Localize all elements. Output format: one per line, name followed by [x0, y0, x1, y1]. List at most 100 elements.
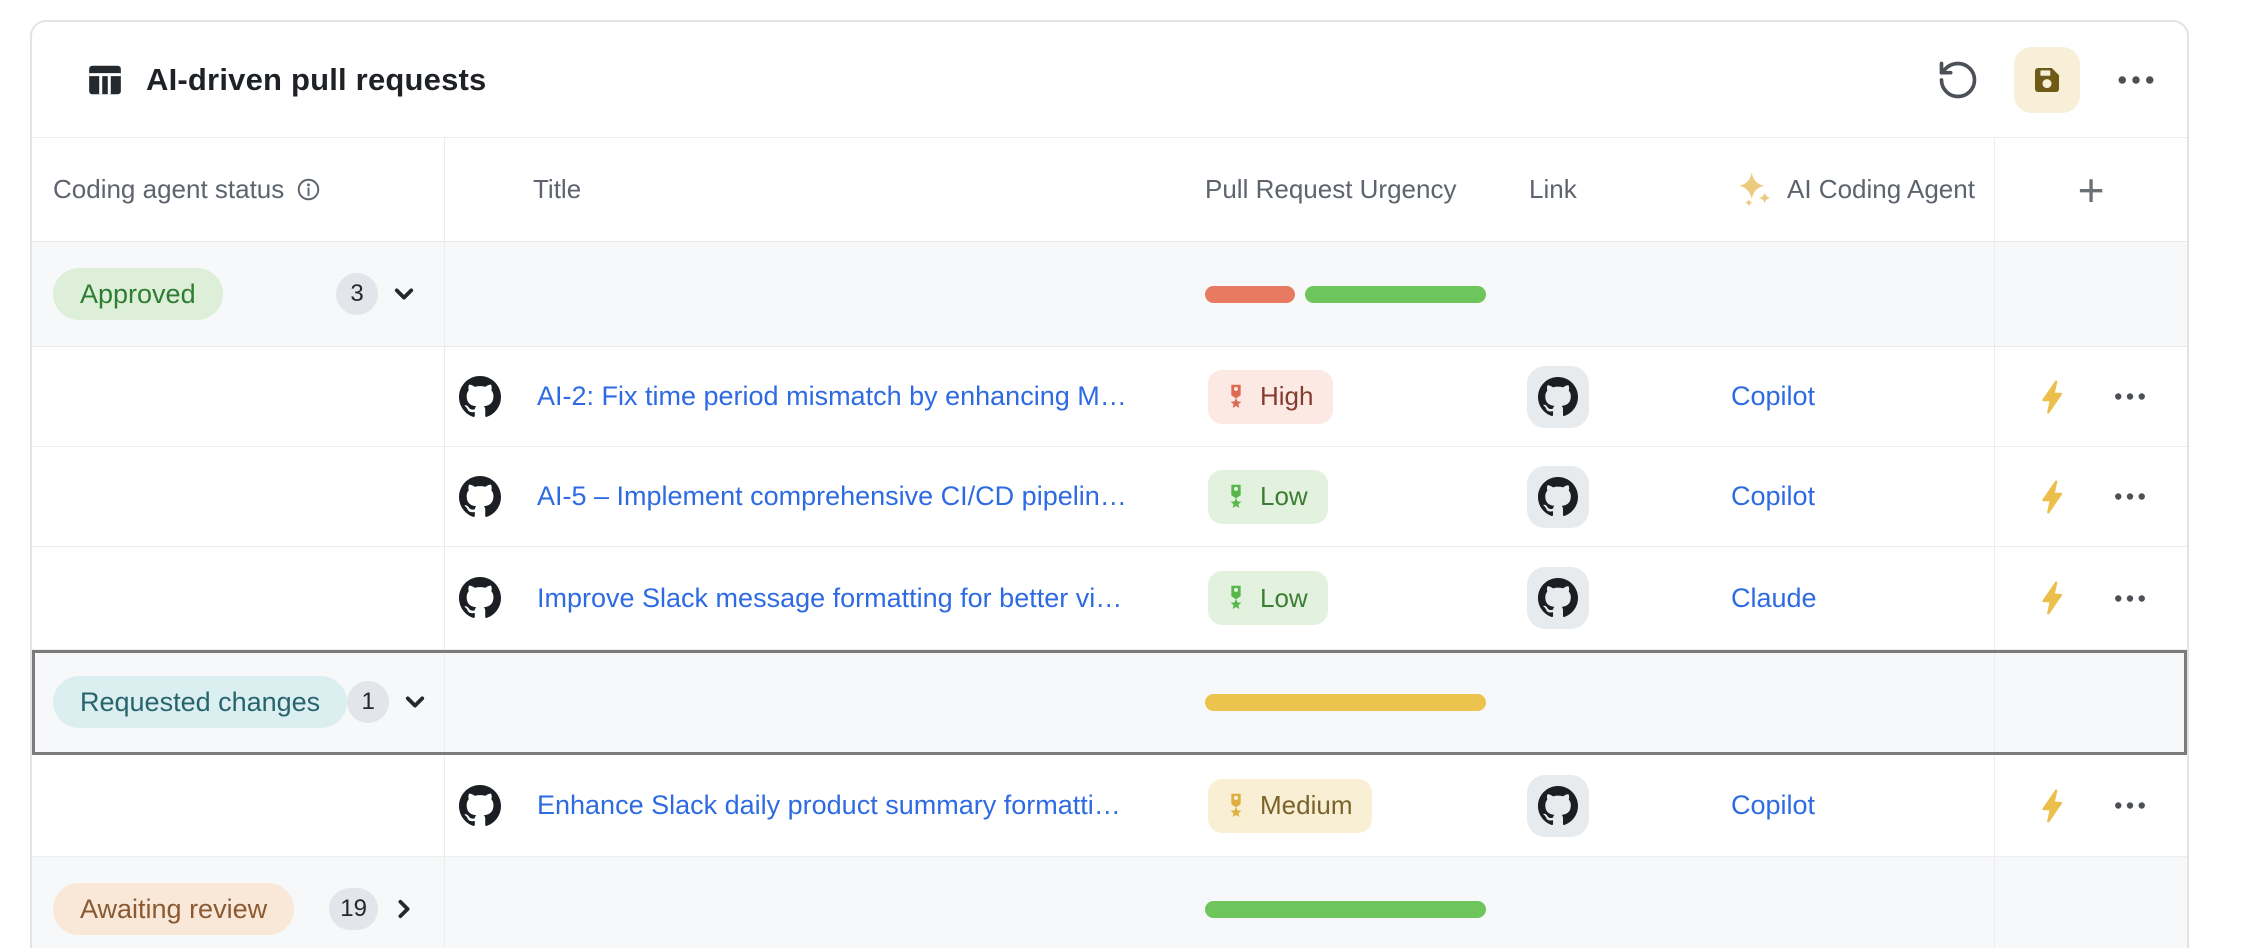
- row-more-icon[interactable]: [2114, 492, 2146, 501]
- table-row: AI-5 – Implement comprehensive CI/CD pip…: [32, 447, 2187, 547]
- chevron-down-icon[interactable]: [391, 281, 417, 307]
- github-link-button[interactable]: [1527, 567, 1589, 629]
- medal-icon: [1222, 383, 1250, 411]
- group-status-pill[interactable]: Approved: [53, 268, 223, 320]
- title-cell: AI-2: Fix time period mismatch by enhanc…: [445, 347, 1182, 446]
- link-cell: [1509, 755, 1711, 856]
- medal-icon: [1222, 792, 1250, 820]
- group-urgency-summary: [1182, 857, 1509, 948]
- row-actions-cell: [1994, 447, 2187, 546]
- agent-link[interactable]: Copilot: [1731, 790, 1816, 820]
- github-link-button[interactable]: [1527, 465, 1589, 528]
- link-cell: [1509, 347, 1711, 446]
- group-title-cell: [445, 650, 1182, 754]
- pr-title-link[interactable]: Enhance Slack daily product summary form…: [537, 790, 1121, 820]
- github-icon: [459, 577, 501, 619]
- row-more-icon[interactable]: [2114, 392, 2146, 401]
- sparkles-icon: [1735, 170, 1775, 210]
- urgency-badge[interactable]: Medium: [1208, 778, 1373, 833]
- plus-icon: +: [2077, 163, 2105, 216]
- agent-link[interactable]: Claude: [1731, 582, 1817, 613]
- title-cell: AI-5 – Implement comprehensive CI/CD pip…: [445, 447, 1182, 546]
- group-urgency-summary: [1182, 650, 1509, 754]
- column-header-status[interactable]: Coding agent status: [32, 138, 445, 241]
- urgency-bar-low: [1205, 900, 1486, 918]
- save-icon[interactable]: [2014, 46, 2080, 113]
- toolbar: AI-driven pull requests: [32, 22, 2187, 137]
- group-status-pill[interactable]: Requested changes: [53, 676, 348, 728]
- more-options-icon[interactable]: [2112, 56, 2160, 104]
- table-card: AI-driven pull requests: [30, 20, 2189, 948]
- pr-title-link[interactable]: AI-5 – Implement comprehensive CI/CD pip…: [537, 481, 1127, 511]
- info-icon[interactable]: [296, 177, 321, 202]
- column-header-link[interactable]: Link: [1529, 174, 1577, 204]
- status-cell-empty[interactable]: [32, 447, 445, 546]
- add-column-button[interactable]: +: [1994, 138, 2187, 241]
- page-title: AI-driven pull requests: [146, 61, 487, 97]
- pr-title-link[interactable]: Improve Slack message formatting for bet…: [537, 582, 1123, 613]
- pr-title-link[interactable]: AI-2: Fix time period mismatch by enhanc…: [537, 381, 1127, 411]
- chevron-right-icon[interactable]: [391, 896, 417, 922]
- automation-bolt-icon[interactable]: [2036, 788, 2072, 824]
- undo-icon[interactable]: [1934, 56, 1982, 104]
- group-status-cell: Requested changes 1: [32, 650, 445, 754]
- urgency-cell: Medium: [1182, 755, 1509, 856]
- status-cell-empty[interactable]: [32, 547, 445, 649]
- automation-bolt-icon[interactable]: [2036, 379, 2072, 415]
- github-link-button[interactable]: [1527, 774, 1589, 837]
- group-title-cell: [445, 857, 1182, 948]
- urgency-cell: High: [1182, 347, 1509, 446]
- toolbar-actions: [1934, 46, 2160, 113]
- table-row: Improve Slack message formatting for bet…: [32, 547, 2187, 650]
- row-actions-cell: [1994, 755, 2187, 856]
- agent-cell: Copilot: [1711, 347, 1994, 446]
- group-row-approved: Approved 3: [32, 242, 2187, 347]
- title-cell: Improve Slack message formatting for bet…: [445, 547, 1182, 649]
- column-header-agent[interactable]: AI Coding Agent: [1711, 138, 1994, 241]
- automation-bolt-icon[interactable]: [2036, 580, 2072, 616]
- agent-link[interactable]: Copilot: [1731, 481, 1816, 511]
- group-urgency-summary: [1182, 242, 1509, 346]
- table-grid-icon: [86, 61, 124, 99]
- column-header-title[interactable]: Title: [533, 174, 582, 204]
- row-actions-cell: [1994, 547, 2187, 649]
- status-cell-empty[interactable]: [32, 755, 445, 856]
- urgency-badge[interactable]: High: [1208, 369, 1334, 424]
- row-more-icon[interactable]: [2114, 801, 2146, 810]
- agent-link[interactable]: Copilot: [1731, 381, 1816, 411]
- urgency-bar-medium: [1205, 693, 1486, 711]
- github-icon: [459, 376, 501, 418]
- group-row-requested-changes: Requested changes 1: [32, 650, 2187, 755]
- group-status-cell: Approved 3: [32, 242, 445, 346]
- link-cell: [1509, 447, 1711, 546]
- agent-cell: Copilot: [1711, 755, 1994, 856]
- group-title-cell: [445, 242, 1182, 346]
- group-status-pill[interactable]: Awaiting review: [53, 883, 295, 935]
- github-icon: [459, 476, 501, 518]
- table-row: Enhance Slack daily product summary form…: [32, 755, 2187, 857]
- github-icon: [459, 785, 501, 827]
- chevron-down-icon[interactable]: [402, 689, 428, 715]
- column-header-row: Coding agent status Title Pull Request U…: [32, 137, 2187, 242]
- status-cell-empty[interactable]: [32, 347, 445, 446]
- medal-icon: [1222, 483, 1250, 511]
- urgency-badge[interactable]: Low: [1208, 469, 1328, 524]
- github-link-button[interactable]: [1527, 365, 1589, 428]
- automation-bolt-icon[interactable]: [2036, 479, 2072, 515]
- urgency-badge[interactable]: Low: [1208, 571, 1328, 625]
- agent-cell: Copilot: [1711, 447, 1994, 546]
- group-row-awaiting-review: Awaiting review 19: [32, 857, 2187, 948]
- urgency-cell: Low: [1182, 547, 1509, 649]
- urgency-bar-high: [1205, 285, 1295, 303]
- group-count-badge: 19: [329, 888, 378, 930]
- table-row: AI-2: Fix time period mismatch by enhanc…: [32, 347, 2187, 447]
- link-cell: [1509, 547, 1711, 649]
- urgency-bar-low: [1305, 285, 1486, 303]
- column-header-status-label: Coding agent status: [53, 174, 285, 204]
- urgency-cell: Low: [1182, 447, 1509, 546]
- row-more-icon[interactable]: [2114, 594, 2146, 603]
- column-header-urgency[interactable]: Pull Request Urgency: [1205, 174, 1457, 204]
- agent-cell: Claude: [1711, 547, 1994, 649]
- title-cell: Enhance Slack daily product summary form…: [445, 755, 1182, 856]
